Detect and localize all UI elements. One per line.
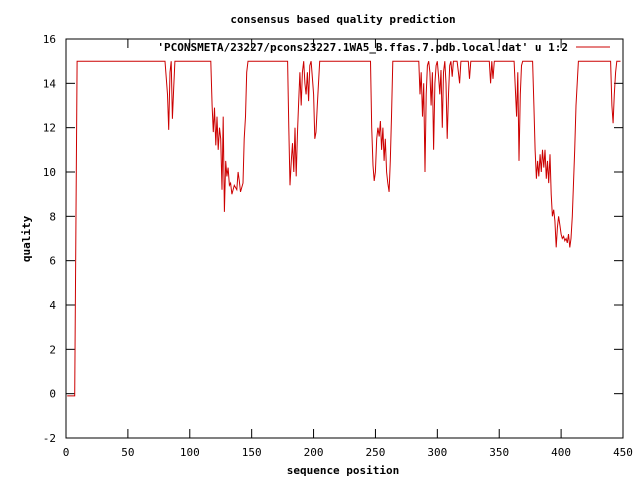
y-tick-label: 10 [43,166,56,179]
x-tick-label: 400 [551,446,571,459]
legend: 'PCONSMETA/23227/pcons23227.1WA5_B.ffas.… [157,41,610,54]
plot-frame [65,38,624,439]
x-tick-label: 200 [304,446,324,459]
chart-title: consensus based quality prediction [230,13,455,26]
x-tick-label: 350 [489,446,509,459]
y-tick-label: 12 [43,122,56,135]
x-axis-ticks: 0 50 100 150 200 250 300 350 400 450 [63,39,633,459]
x-tick-label: 0 [63,446,70,459]
series-line-quality [67,60,621,397]
y-tick-label: -2 [43,432,56,445]
x-tick-label: 50 [121,446,134,459]
y-axis-label: quality [20,215,33,262]
y-axis-ticks: -2 0 2 4 6 8 10 12 14 16 [43,33,623,445]
x-tick-label: 300 [427,446,447,459]
x-tick-label: 100 [180,446,200,459]
x-tick-label: 450 [613,446,633,459]
y-tick-label: 4 [49,299,56,312]
x-axis-label: sequence position [287,464,400,477]
legend-label: 'PCONSMETA/23227/pcons23227.1WA5_B.ffas.… [157,41,568,54]
y-tick-label: 2 [49,343,56,356]
y-tick-label: 8 [49,210,56,223]
x-tick-label: 250 [366,446,386,459]
y-tick-label: 6 [49,255,56,268]
y-tick-label: 0 [49,388,56,401]
x-tick-label: 150 [242,446,262,459]
y-tick-label: 16 [43,33,56,46]
y-tick-label: 14 [43,77,57,90]
